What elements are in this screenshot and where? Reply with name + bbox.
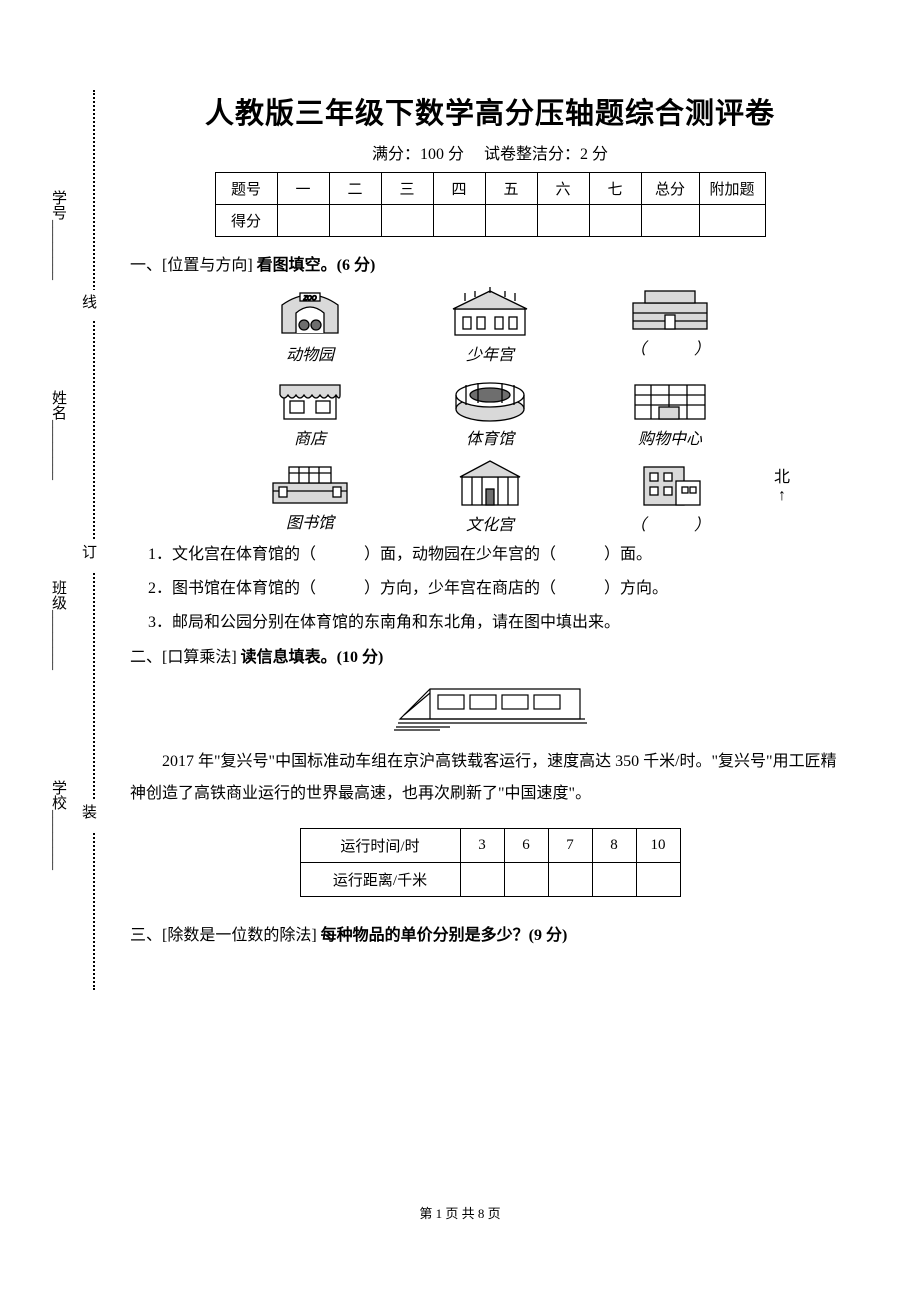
data-cell-1-5[interactable] [636, 863, 680, 897]
svg-text:ZOO: ZOO [303, 296, 317, 302]
data-cell-1-4[interactable] [592, 863, 636, 897]
score-cell-7[interactable] [589, 205, 641, 237]
data-cell-1-3[interactable] [548, 863, 592, 897]
score-header-row: 题号一二三四五六七总分附加题 [215, 173, 765, 205]
data-row-label-1: 运行距离/千米 [300, 863, 460, 897]
data-cell-1-2[interactable] [504, 863, 548, 897]
section2-title: 读信息填表。(10 分) [241, 649, 384, 666]
location-label-2: （ ） [595, 335, 745, 359]
north-indicator: 北 ↑ [774, 463, 790, 505]
q1-3: 3．邮局和公园分别在体育馆的东南角和东北角，请在图中填出来。 [148, 609, 850, 638]
data-cell-0-4: 8 [592, 829, 636, 863]
q1-1: 1．文化宫在体育馆的（ ）面，动物园在少年宫的（ ）面。 [148, 541, 850, 570]
binding-ding: 订 [78, 540, 99, 571]
score-col-6: 六 [537, 173, 589, 205]
score-col-9: 附加题 [699, 173, 765, 205]
data-cell-1-1[interactable] [460, 863, 504, 897]
location-grid: ZOO 动物园 少年宫 （ ） 商店 体育馆 购物中心图书馆 文化宫 （ ） [130, 283, 850, 535]
binding-zhuang: 装 [78, 800, 99, 831]
data-cell-0-2: 6 [504, 829, 548, 863]
section2-prefix: 二、[口算乘法] [130, 649, 241, 666]
score-cell-6[interactable] [537, 205, 589, 237]
score-cell-3[interactable] [381, 205, 433, 237]
data-cell-0-5: 10 [636, 829, 680, 863]
location-label-8: （ ） [595, 511, 745, 535]
data-row-label-0: 运行时间/时 [300, 829, 460, 863]
location-cell-3: 商店 [235, 371, 385, 449]
score-col-3: 三 [381, 173, 433, 205]
location-cell-0: ZOO 动物园 [235, 283, 385, 365]
student-info-strip: 学校________ 班级________ 姓名________ 学号_____… [48, 90, 68, 910]
data-row-0: 运行时间/时367810 [300, 829, 680, 863]
score-col-8: 总分 [641, 173, 699, 205]
location-cell-6: 图书馆 [235, 455, 385, 535]
score-cell-5[interactable] [485, 205, 537, 237]
section2-table: 运行时间/时367810运行距离/千米 [300, 828, 681, 897]
page-footer: 第 1 页 共 8 页 [0, 1203, 920, 1222]
label-school[interactable]: 学校________ [48, 780, 69, 870]
data-cell-0-3: 7 [548, 829, 592, 863]
location-label-7: 文化宫 [415, 511, 565, 535]
section1-title: 看图填空。(6 分) [257, 257, 376, 274]
binding-xian: 线 [78, 290, 99, 321]
location-label-4: 体育馆 [415, 425, 565, 449]
label-id[interactable]: 学号________ [48, 190, 69, 280]
location-cell-1: 少年宫 [415, 283, 565, 365]
location-label-6: 图书馆 [235, 509, 385, 533]
section2-heading: 二、[口算乘法] 读信息填表。(10 分) [130, 643, 850, 667]
north-label: 北 [774, 469, 790, 486]
section3-title: 每种物品的单价分别是多少？(9 分) [321, 927, 568, 944]
score-cell-4[interactable] [433, 205, 485, 237]
data-row-1: 运行距离/千米 [300, 863, 680, 897]
score-cell-9[interactable] [699, 205, 765, 237]
section2-paragraph: 2017 年"复兴号"中国标准动车组在京沪高铁载客运行，速度高达 350 千米/… [130, 746, 850, 810]
subtitle: 满分：100 分 试卷整洁分：2 分 [130, 140, 850, 164]
train-illustration [130, 675, 850, 738]
location-label-1: 少年宫 [415, 341, 565, 365]
neatness-score: 试卷整洁分：2 分 [484, 146, 608, 163]
section3-heading: 三、[除数是一位数的除法] 每种物品的单价分别是多少？(9 分) [130, 921, 850, 945]
score-row-label: 得分 [215, 205, 277, 237]
location-label-3: 商店 [235, 425, 385, 449]
score-col-0: 题号 [215, 173, 277, 205]
full-score: 满分：100 分 [372, 146, 464, 163]
score-cell-2[interactable] [329, 205, 381, 237]
score-col-7: 七 [589, 173, 641, 205]
location-label-0: 动物园 [235, 341, 385, 365]
score-table: 题号一二三四五六七总分附加题 得分 [215, 172, 766, 237]
data-cell-0-1: 3 [460, 829, 504, 863]
page-content: 人教版三年级下数学高分压轴题综合测评卷 满分：100 分 试卷整洁分：2 分 题… [130, 90, 850, 953]
q1-2: 2．图书馆在体育馆的（ ）方向，少年宫在商店的（ ）方向。 [148, 575, 850, 604]
north-arrow-icon: ↑ [778, 487, 786, 504]
train-icon [390, 675, 590, 733]
location-cell-2: （ ） [595, 283, 745, 365]
location-cell-5: 购物中心 [595, 371, 745, 449]
location-label-5: 购物中心 [595, 425, 745, 449]
score-col-4: 四 [433, 173, 485, 205]
section1-heading: 一、[位置与方向] 看图填空。(6 分) [130, 251, 850, 275]
label-name[interactable]: 姓名________ [48, 390, 69, 480]
location-cell-4: 体育馆 [415, 371, 565, 449]
section1-prefix: 一、[位置与方向] [130, 257, 257, 274]
score-cell-8[interactable] [641, 205, 699, 237]
score-col-5: 五 [485, 173, 537, 205]
section3-prefix: 三、[除数是一位数的除法] [130, 927, 321, 944]
label-class[interactable]: 班级________ [48, 580, 69, 670]
score-col-2: 二 [329, 173, 381, 205]
location-cell-7: 文化宫 [415, 455, 565, 535]
score-col-1: 一 [277, 173, 329, 205]
score-value-row: 得分 [215, 205, 765, 237]
score-cell-1[interactable] [277, 205, 329, 237]
page-title: 人教版三年级下数学高分压轴题综合测评卷 [130, 90, 850, 132]
location-cell-8: （ ） [595, 455, 745, 535]
